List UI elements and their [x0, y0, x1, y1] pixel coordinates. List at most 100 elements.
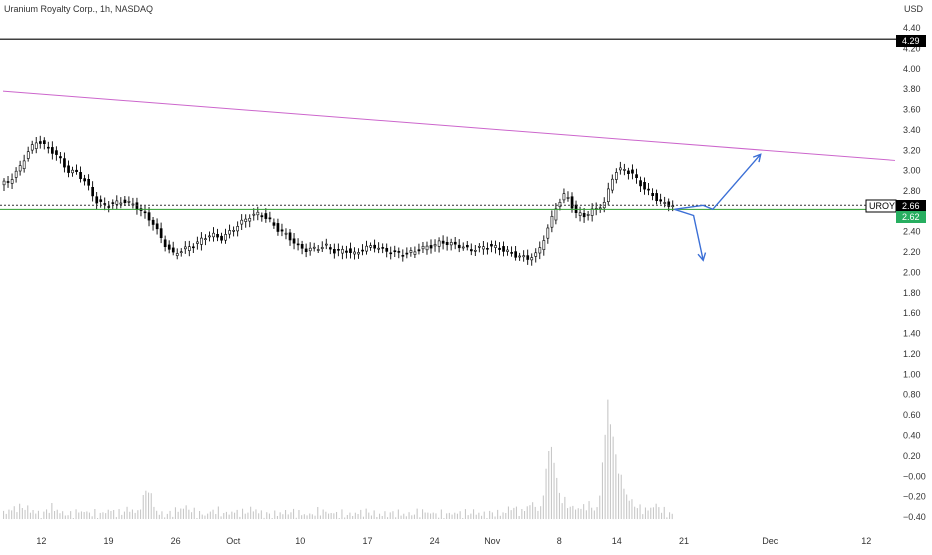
- x-axis[interactable]: 12 19 26 Oct 10 17 24 Nov 8 14 21 Dec 12: [36, 536, 871, 546]
- price-candle: [59, 156, 62, 159]
- price-candle: [252, 213, 256, 216]
- volume-bar: [239, 516, 241, 520]
- price-candle: [42, 140, 46, 145]
- price-candle: [87, 179, 90, 186]
- volume-bar: [346, 515, 348, 519]
- currency-label: USD: [904, 4, 924, 14]
- volume-bar: [459, 511, 461, 519]
- price-candle: [659, 199, 662, 202]
- price-candle: [163, 239, 167, 248]
- volume-bar: [553, 462, 555, 520]
- volume-bar: [314, 515, 316, 520]
- volume-bar: [379, 513, 381, 520]
- y-tick-label: 3.40: [903, 125, 921, 135]
- y-tick-label: 3.80: [903, 84, 921, 94]
- volume-bar: [596, 507, 598, 519]
- volume-bar: [196, 518, 198, 519]
- volume-bar: [137, 510, 139, 519]
- price-candle: [147, 212, 151, 221]
- price-candle: [562, 193, 566, 201]
- overlay-layer[interactable]: [0, 38, 898, 262]
- volume-bar: [604, 434, 606, 520]
- volume-bar: [534, 506, 536, 519]
- volume-bar: [279, 512, 281, 519]
- volume-bar: [285, 510, 287, 519]
- price-candle: [526, 255, 530, 260]
- price-candle: [623, 169, 626, 171]
- price-candle: [55, 150, 58, 155]
- volume-bar: [67, 515, 69, 519]
- volume-bar: [580, 508, 582, 519]
- volume-bar: [70, 511, 72, 519]
- volume-bar: [228, 514, 230, 519]
- price-candle: [224, 234, 228, 241]
- volume-bar: [411, 515, 413, 520]
- x-tick-label: Dec: [762, 536, 779, 546]
- price-candle: [421, 246, 425, 250]
- volume-bar: [427, 512, 429, 520]
- volume-bar: [94, 509, 96, 519]
- volume-bar: [481, 515, 483, 519]
- volume-bar: [655, 503, 657, 520]
- price-candle: [155, 223, 159, 230]
- price-candle: [502, 246, 505, 252]
- volume-bar: [507, 506, 509, 520]
- volume-bar: [64, 515, 66, 519]
- price-candle: [570, 196, 574, 209]
- y-tick-label: 4.20: [903, 43, 921, 53]
- volume-bar: [54, 511, 56, 520]
- volume-bar: [515, 506, 517, 519]
- price-candle: [449, 242, 453, 246]
- volume-bar: [470, 513, 472, 519]
- projection-path-up[interactable]: [674, 153, 762, 211]
- price-candle: [578, 212, 582, 216]
- y-tick-label: 4.40: [903, 23, 921, 33]
- volume-bar: [13, 506, 15, 519]
- volume-bar: [252, 511, 254, 520]
- y-tick-label: 0.80: [903, 390, 921, 400]
- volume-bar: [360, 509, 362, 520]
- volume-bar: [652, 507, 654, 519]
- volume-bar: [464, 509, 466, 519]
- volume-bar: [185, 505, 187, 519]
- price-candle: [204, 238, 207, 240]
- volume-bar: [601, 462, 603, 520]
- volume-bar: [242, 508, 244, 520]
- price-candle: [534, 252, 538, 257]
- volume-bar: [532, 502, 534, 520]
- volume-bar: [166, 513, 168, 519]
- price-candle: [337, 249, 340, 251]
- volume-bar: [526, 506, 528, 519]
- price-candle: [6, 181, 10, 183]
- price-candle: [518, 255, 521, 258]
- price-candle: [248, 218, 252, 222]
- y-tick-label: 3.20: [903, 145, 921, 155]
- volume-bar: [448, 512, 450, 519]
- volume-bar: [403, 513, 405, 519]
- resistance-trendline[interactable]: [2, 90, 896, 161]
- level-price-label: 4.29: [902, 36, 920, 46]
- volume-bar: [118, 509, 120, 519]
- volume-bar: [287, 514, 289, 519]
- price-candle: [127, 201, 131, 203]
- volume-bar: [274, 510, 276, 519]
- volume-bar: [666, 517, 668, 519]
- volume-bar: [585, 510, 587, 520]
- y-axis[interactable]: 4.404.204.003.803.603.403.203.002.802.60…: [903, 23, 926, 522]
- price-candle: [554, 208, 558, 221]
- price-candle: [353, 251, 356, 255]
- projection-path-down[interactable]: [674, 208, 704, 261]
- price-candle: [304, 248, 308, 252]
- volume-bar: [5, 513, 7, 519]
- price-candle: [332, 249, 336, 254]
- volume-bar: [258, 513, 260, 520]
- volume-bar: [282, 514, 284, 520]
- volume-bar: [456, 513, 458, 520]
- price-candle: [373, 244, 377, 249]
- price-candle: [538, 247, 542, 254]
- volume-bar: [397, 509, 399, 519]
- price-candle: [188, 246, 191, 251]
